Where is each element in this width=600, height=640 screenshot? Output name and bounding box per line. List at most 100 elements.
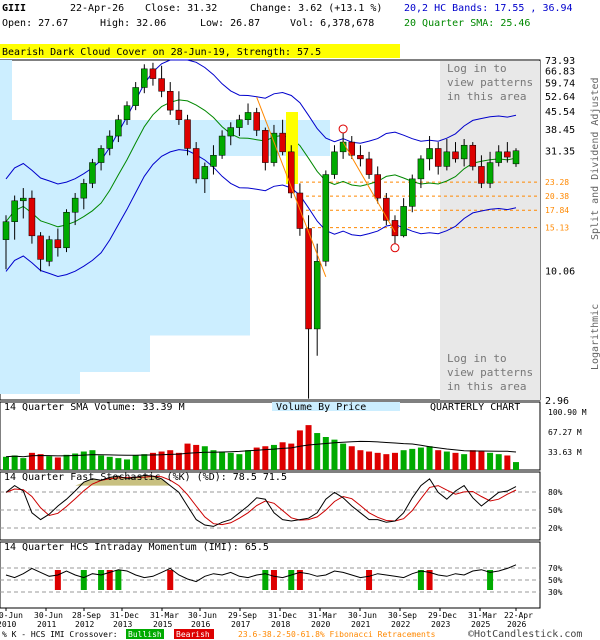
stoch-tick: 80%: [548, 488, 563, 497]
x-tick-label: 2026: [507, 620, 526, 629]
volume-bar: [89, 450, 96, 470]
copyright[interactable]: ©HotCandlestick.com: [468, 629, 582, 640]
x-tick-label: 2017: [231, 620, 250, 629]
candle-body: [391, 220, 399, 237]
price-tick: 52.64: [545, 92, 575, 103]
volume-title: 14 Quarter SMA Volume: 33.39 M: [4, 402, 185, 413]
volume-bar: [487, 452, 494, 470]
imi-tick: 50%: [548, 576, 563, 585]
candle-body: [115, 119, 122, 137]
login-note-line: Log in to: [447, 62, 507, 75]
imi-panel: 14 Quarter HCS Intraday Momentum (IMI): …: [0, 541, 563, 609]
login-note-line: view patterns: [447, 366, 533, 379]
vol-tick: 67.27 M: [548, 428, 582, 437]
volume-bar: [357, 450, 364, 470]
imi-crossover-bar: [115, 570, 122, 590]
candle-body: [244, 112, 252, 120]
x-tick-label: 31-Dec: [268, 611, 297, 620]
x-tick-label: 31-Mar: [308, 611, 337, 620]
volume-bar: [495, 454, 502, 470]
pattern-marker: [338, 124, 348, 134]
candle-body: [443, 151, 451, 167]
candle-body: [28, 197, 36, 237]
candle-body: [348, 141, 356, 156]
x-tick-label: 2015: [153, 620, 172, 629]
volume-bar: [348, 446, 355, 470]
x-tick-label: 2025: [471, 620, 490, 629]
stochastic-panel: 14 Quarter Fast Stochastic (%K) (%D): 78…: [0, 471, 563, 541]
imi-crossover-bar: [98, 570, 105, 590]
x-tick-label: 31-Dec: [110, 611, 139, 620]
stoch-k-line: [5, 474, 517, 527]
volume-bar: [98, 455, 105, 470]
stoch-overbought-fill: [75, 475, 171, 486]
lower-band-line: [5, 149, 517, 278]
candle-body: [365, 158, 373, 175]
volume-panel: 14 Quarter SMA Volume: 33.39 M Volume By…: [0, 401, 587, 471]
candle-body: [322, 174, 330, 262]
fibonacci-lines: [300, 181, 540, 229]
candle-body: [89, 162, 96, 184]
fib-labels: 23.28 20.38 17.84 15.13: [545, 178, 569, 233]
candle-body: [512, 150, 520, 165]
imi-crossover-bar: [487, 570, 494, 590]
volume-bar: [322, 437, 329, 470]
pattern-marker: [390, 243, 400, 253]
imi-crossover-bar: [54, 570, 61, 590]
candle-body: [469, 144, 477, 167]
candles: [2, 62, 520, 399]
candle-body: [141, 68, 148, 88]
x-tick-label: 2023: [431, 620, 450, 629]
imi-line: [5, 564, 517, 583]
candle-body: [504, 151, 511, 158]
volume-bar: [54, 457, 61, 470]
price-tick: 45.54: [545, 107, 575, 118]
volume-bar: [141, 454, 148, 470]
stoch-tick: 20%: [548, 524, 563, 533]
candle-body: [426, 148, 433, 160]
volume-bar: [426, 446, 433, 470]
login-note-line: in this area: [447, 90, 526, 103]
login-note-top[interactable]: Log in to view patterns in this area: [447, 62, 533, 103]
volume-bar: [149, 452, 156, 470]
stoch-tick: 50%: [548, 506, 563, 515]
candle-body: [2, 221, 10, 240]
candle-body: [313, 261, 321, 330]
candle-body: [80, 183, 88, 199]
volume-bar: [296, 430, 303, 470]
imi-crossover-bar: [426, 570, 433, 590]
volume-bar: [478, 451, 485, 470]
volume-bar: [409, 448, 416, 470]
login-note-bottom[interactable]: Log in to view patterns in this area: [447, 352, 533, 393]
adjusted-label: Split and Dividend Adjusted: [590, 77, 600, 240]
imi-crossover-bar: [366, 570, 373, 590]
bullish-swatch: [126, 629, 164, 639]
volume-bar: [46, 456, 53, 470]
candle-body: [63, 211, 70, 249]
low-value: Low: 26.87: [200, 18, 260, 29]
volume-bar: [340, 443, 347, 470]
price-tick: 31.35: [545, 147, 575, 158]
imi-crossover-bar: [288, 570, 295, 590]
candle-body: [166, 91, 174, 111]
volume-bar: [201, 446, 208, 470]
candle-body: [218, 135, 226, 156]
candle-body: [253, 112, 260, 131]
change-value: Change: 3.62 (+13.1 %): [250, 3, 382, 14]
volume-bar: [452, 452, 459, 470]
vol-tick: 100.90 M: [548, 408, 587, 417]
candle-body: [374, 174, 381, 199]
x-tick-label: 2018: [271, 620, 290, 629]
volume-bar: [270, 444, 277, 470]
volume-bar: [513, 462, 519, 470]
candle-body: [409, 178, 416, 207]
volume-bar: [210, 450, 217, 470]
bands-value: 20,2 HC Bands: 17.55 , 36.94: [404, 3, 573, 14]
candle-body: [357, 155, 364, 160]
candle-body: [460, 144, 468, 160]
imi-tick: 70%: [548, 564, 563, 573]
imi-crossover-bar: [80, 570, 87, 590]
candle-body: [452, 151, 459, 160]
price-tick: 2.96: [545, 396, 569, 407]
candle-body: [339, 141, 347, 153]
